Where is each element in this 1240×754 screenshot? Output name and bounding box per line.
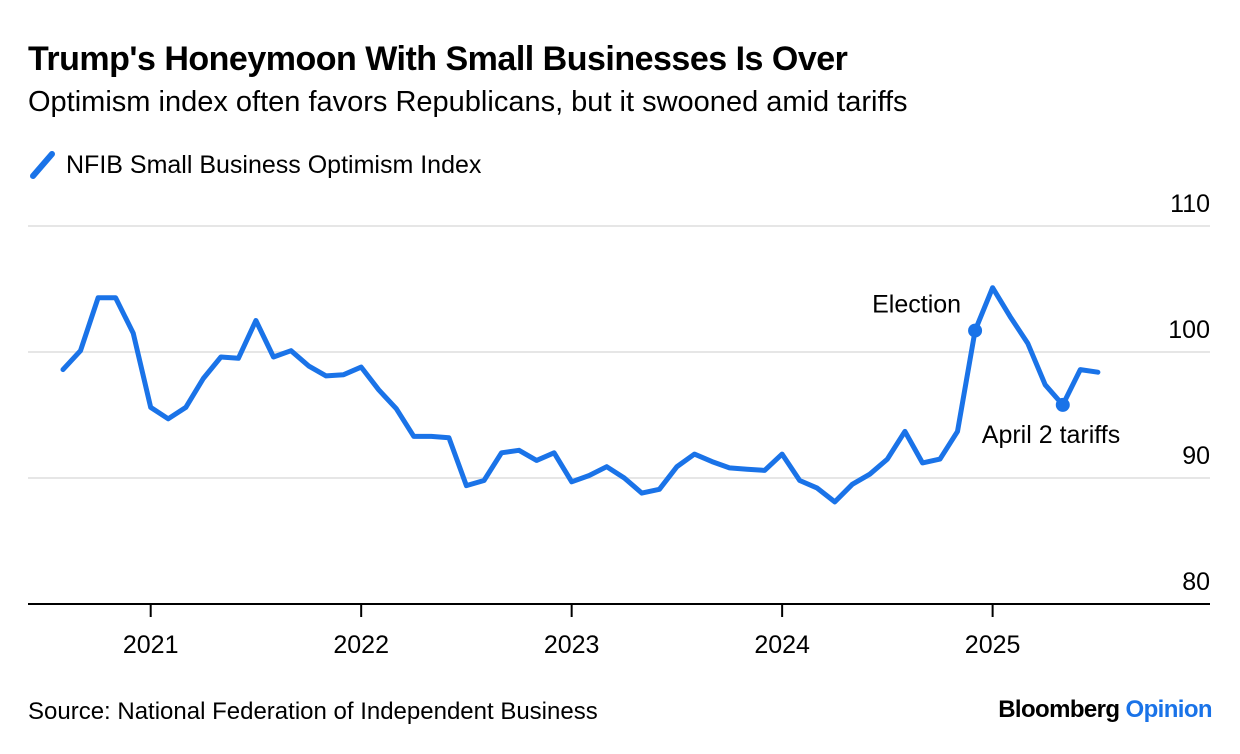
x-tick-label-2021: 2021 — [123, 631, 179, 659]
source-note: Source: National Federation of Independe… — [28, 698, 598, 725]
x-tick-label-2022: 2022 — [333, 631, 389, 659]
brand-logo: Bloomberg Opinion — [998, 696, 1212, 724]
annotation-label-2: April 2 tariffs — [982, 421, 1120, 449]
x-tick-label-2023: 2023 — [544, 631, 600, 659]
annotation-marker-2 — [1055, 397, 1070, 412]
x-tick-label-2024: 2024 — [754, 631, 810, 659]
line-chart: 80 90 100 110 2021 2022 2023 2024 2025 Election Ap… — [28, 190, 1210, 659]
y-tick-label-90: 90 — [1182, 442, 1210, 470]
y-tick-label-100: 100 — [1168, 316, 1210, 344]
legend-label: NFIB Small Business Optimism Index — [66, 150, 482, 179]
chart-title: Trump's Honeymoon With Small Businesses … — [28, 40, 848, 78]
annotation-marker-1 — [968, 323, 983, 338]
y-tick-label-110: 110 — [1170, 190, 1210, 218]
legend: NFIB Small Business Optimism Index — [28, 148, 481, 182]
brand-logo-main: Bloomberg — [998, 696, 1120, 723]
y-tick-label-80: 80 — [1182, 568, 1210, 596]
brand-logo-accent: Opinion — [1125, 696, 1213, 723]
x-tick-label-2025: 2025 — [965, 631, 1021, 659]
series-line-nfib — [60, 285, 1101, 505]
annotation-label-1: Election — [872, 291, 961, 319]
chart-subtitle: Optimism index often favors Republicans,… — [28, 86, 908, 118]
legend-swatch-icon — [30, 151, 55, 179]
